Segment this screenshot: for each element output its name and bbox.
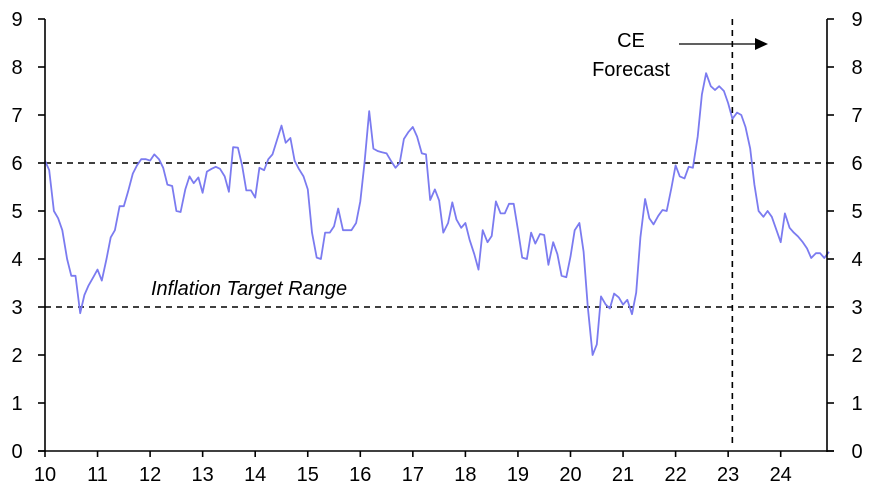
ce-forecast-label-line2: Forecast — [592, 59, 670, 81]
x-tick-label: 12 — [139, 464, 161, 486]
y-tick-label-right: 4 — [851, 249, 862, 271]
y-tick-label-left: 4 — [11, 249, 22, 271]
x-tick-label: 15 — [297, 464, 319, 486]
y-tick-label-left: 0 — [11, 441, 22, 463]
y-axis-right-ticks: 0 1 2 3 4 5 6 7 8 9 — [827, 9, 863, 463]
x-tick-label: 11 — [87, 464, 108, 486]
x-tick-label: 23 — [717, 464, 739, 486]
y-tick-label-left: 6 — [11, 153, 22, 175]
x-tick-label: 21 — [612, 464, 634, 486]
y-tick-label-right: 9 — [851, 9, 862, 31]
x-tick-label: 14 — [244, 464, 266, 486]
reference-lines — [45, 19, 827, 443]
x-tick-label: 19 — [507, 464, 529, 486]
y-tick-label-left: 8 — [11, 57, 22, 79]
y-tick-label-left: 9 — [11, 9, 22, 31]
y-tick-label-left: 1 — [11, 393, 22, 415]
x-tick-label: 22 — [664, 464, 686, 486]
y-tick-label-left: 3 — [11, 297, 22, 319]
y-tick-label-right: 2 — [851, 345, 862, 367]
y-tick-label-right: 6 — [851, 153, 862, 175]
series-line-inflation — [44, 72, 830, 356]
y-tick-label-right: 0 — [851, 441, 862, 463]
y-tick-label-right: 3 — [851, 297, 862, 319]
x-tick-label: 10 — [34, 464, 56, 486]
y-axis-left-ticks: 0 1 2 3 4 5 6 7 8 9 — [11, 9, 45, 463]
axes — [38, 19, 834, 452]
inflation-target-range-label: Inflation Target Range — [151, 278, 347, 300]
x-tick-label: 20 — [559, 464, 581, 486]
y-tick-label-right: 5 — [851, 201, 862, 223]
y-tick-label-right: 1 — [851, 393, 862, 415]
y-tick-label-left: 7 — [11, 105, 22, 127]
y-tick-label-left: 2 — [11, 345, 22, 367]
x-tick-label: 24 — [770, 464, 792, 486]
x-tick-label: 13 — [192, 464, 214, 486]
forecast-arrow-icon — [679, 38, 768, 50]
x-tick-label: 17 — [402, 464, 424, 486]
x-tick-label: 16 — [349, 464, 371, 486]
y-tick-label-right: 7 — [851, 105, 862, 127]
series-layer — [44, 72, 830, 356]
y-tick-label-right: 8 — [851, 57, 862, 79]
ce-forecast-label-line1: CE — [617, 30, 645, 52]
x-axis-ticks: 10 11 12 13 14 15 16 17 18 19 20 21 22 23 24 — [34, 451, 792, 486]
x-tick-label: 18 — [454, 464, 476, 486]
y-tick-label-left: 5 — [11, 201, 22, 223]
